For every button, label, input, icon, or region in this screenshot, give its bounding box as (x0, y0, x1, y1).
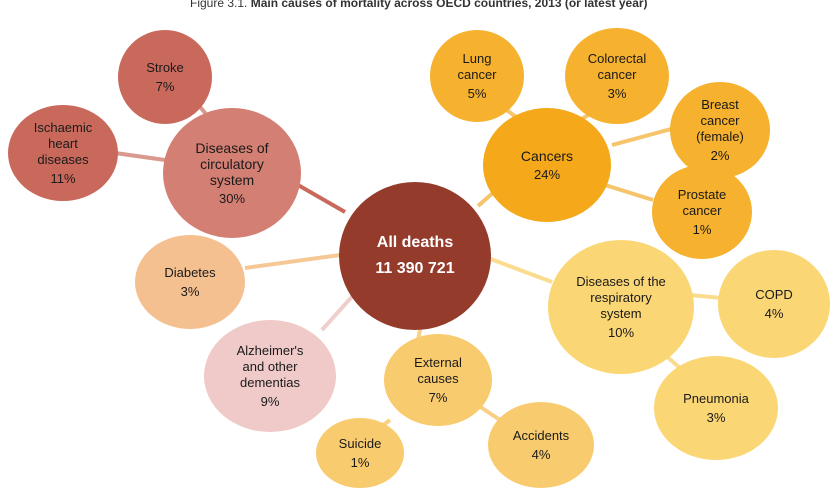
bubble-ischaemic: Ischaemic heart diseases 11% (8, 105, 118, 201)
alzheimer-pct: 9% (260, 393, 280, 409)
connector-respiratory (487, 256, 553, 284)
respiratory-label: Diseases of the respiratory system (576, 273, 666, 321)
bubble-lung-cancer: Lung cancer 5% (430, 30, 524, 122)
copd-pct: 4% (764, 305, 784, 321)
external-causes-pct: 7% (428, 389, 448, 405)
diabetes-label: Diabetes (164, 264, 216, 280)
alzheimer-label: Alzheimer's and other dementias (236, 342, 304, 390)
bubble-colorectal-cancer: Colorectal cancer 3% (565, 28, 669, 124)
bubble-cancers: Cancers 24% (483, 108, 611, 222)
bubble-prostate-cancer: Prostate cancer 1% (652, 165, 752, 259)
suicide-label: Suicide (338, 435, 382, 451)
connector-breast (611, 126, 676, 147)
circulatory-pct: 30% (218, 190, 246, 206)
bubble-accidents: Accidents 4% (488, 402, 594, 488)
connector-diabetes (244, 253, 341, 270)
bubble-all-deaths: All deaths 11 390 721 (339, 182, 491, 330)
suicide-pct: 1% (350, 454, 370, 470)
stroke-pct: 7% (155, 78, 175, 94)
stroke-label: Stroke (146, 59, 184, 75)
all-deaths-label: All deaths (376, 234, 454, 251)
figure-caption: Figure 3.1. Main causes of mortality acr… (190, 0, 830, 18)
ischaemic-pct: 11% (50, 170, 76, 186)
prostate-cancer-label: Prostate cancer (677, 186, 727, 218)
circulatory-label: Diseases of circulatory system (195, 139, 269, 188)
bubble-respiratory: Diseases of the respiratory system 10% (548, 240, 694, 374)
accidents-pct: 4% (531, 446, 551, 462)
all-deaths-value: 11 390 721 (375, 260, 455, 277)
colorectal-cancer-label: Colorectal cancer (587, 50, 647, 82)
caption-title: Main causes of mortality across OECD cou… (250, 0, 648, 10)
bubble-breast-cancer: Breast cancer (female) 2% (670, 82, 770, 178)
bubble-suicide: Suicide 1% (316, 418, 404, 488)
cancers-label: Cancers (520, 147, 574, 164)
prostate-cancer-pct: 1% (692, 221, 712, 237)
breast-cancer-label: Breast cancer (female) (696, 96, 744, 144)
bubble-external-causes: External causes 7% (384, 334, 492, 426)
breast-cancer-pct: 2% (710, 147, 730, 163)
ischaemic-label: Ischaemic heart diseases (33, 119, 93, 167)
bubble-circulatory: Diseases of circulatory system 30% (163, 108, 301, 238)
lung-cancer-label: Lung cancer (457, 50, 497, 82)
connector-circulatory (297, 183, 346, 214)
pneumonia-label: Pneumonia (683, 390, 749, 406)
pneumonia-pct: 3% (706, 409, 726, 425)
connector-prostate (604, 183, 654, 202)
bubble-diabetes: Diabetes 3% (135, 235, 245, 329)
bubble-pneumonia: Pneumonia 3% (654, 356, 778, 460)
bubble-alzheimer: Alzheimer's and other dementias 9% (204, 320, 336, 432)
connector-copd (689, 293, 723, 300)
copd-label: COPD (755, 286, 793, 302)
respiratory-pct: 10% (607, 324, 635, 340)
diabetes-pct: 3% (180, 283, 200, 299)
bubble-stroke: Stroke 7% (118, 30, 212, 124)
connector-ischaemic (114, 151, 166, 162)
colorectal-cancer-pct: 3% (607, 85, 627, 101)
bubble-copd: COPD 4% (718, 250, 830, 358)
external-causes-label: External causes (414, 354, 462, 386)
caption-prefix: Figure 3.1. (190, 0, 248, 10)
lung-cancer-pct: 5% (467, 85, 487, 101)
cancers-pct: 24% (533, 166, 561, 182)
accidents-label: Accidents (512, 427, 570, 443)
